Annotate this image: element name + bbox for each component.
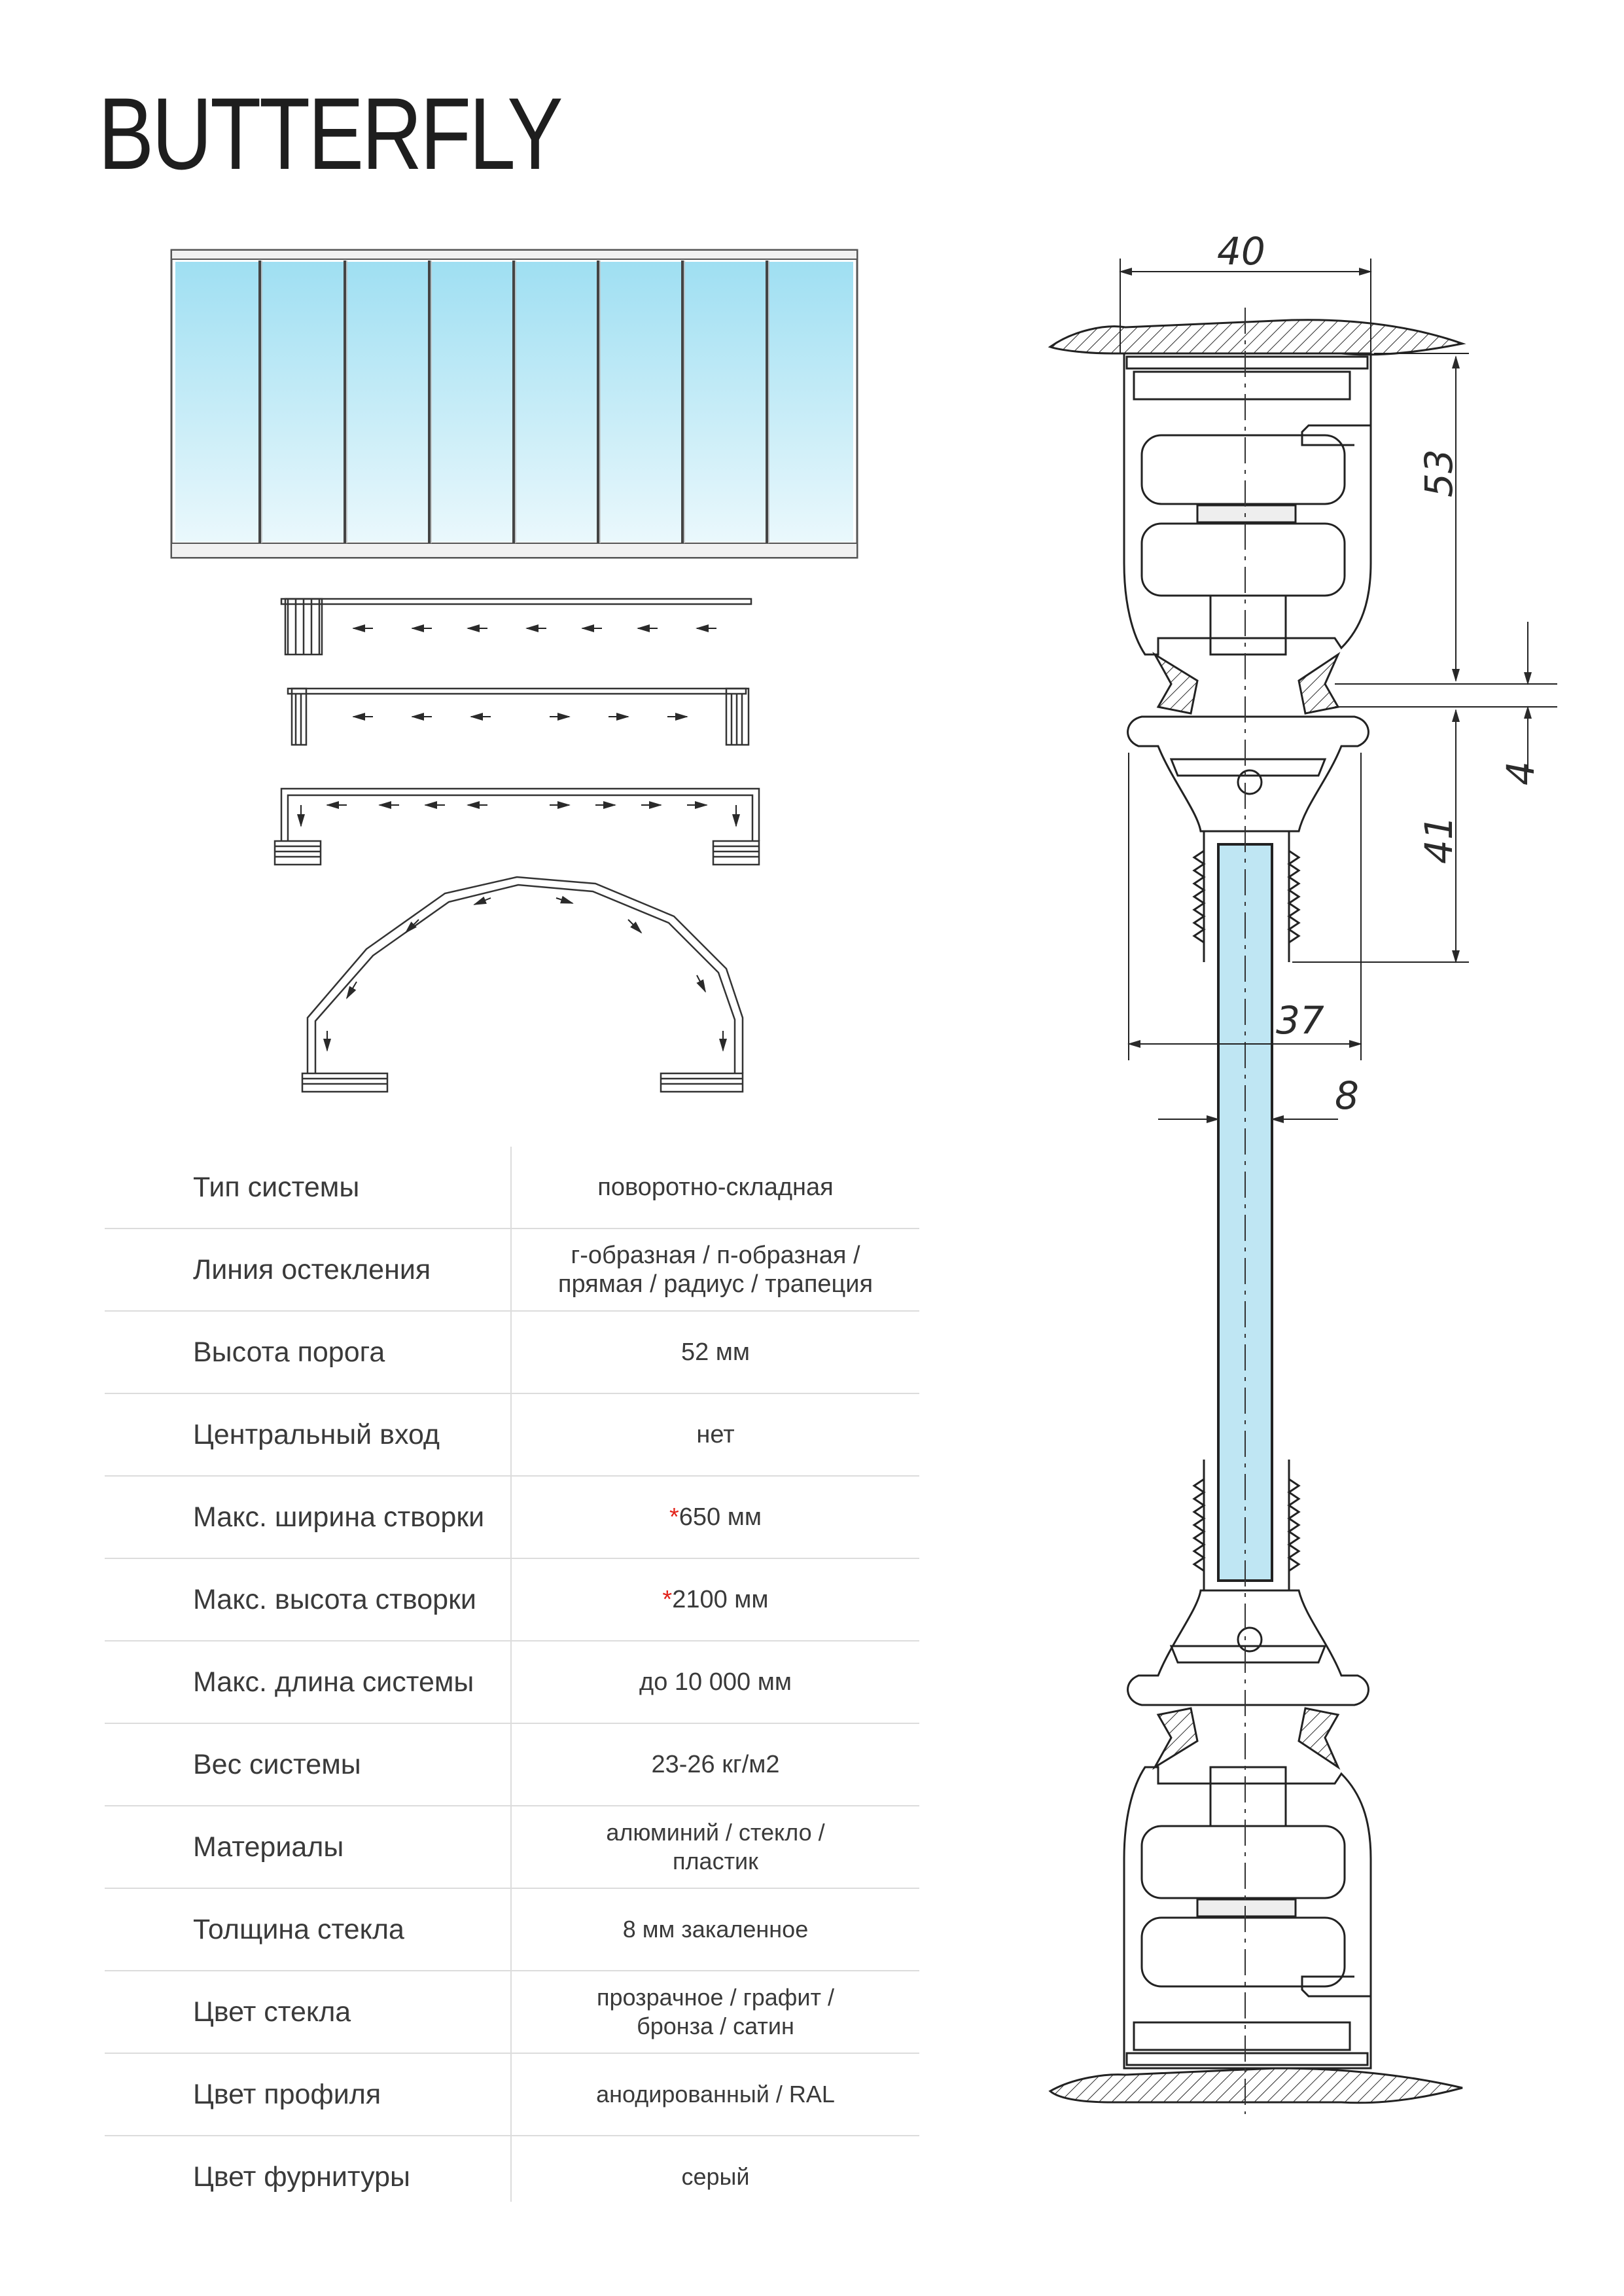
- spec-value-line: бронза / сатин: [637, 2013, 794, 2039]
- dim-37: 37: [1276, 998, 1324, 1043]
- plan-radius: [301, 876, 744, 1093]
- spec-value: серый: [681, 2163, 750, 2190]
- table-row: Высота порога 52 мм: [105, 1312, 919, 1394]
- spec-label: Толщина стекла: [193, 1913, 404, 1945]
- asterisk-mark: *: [669, 1503, 679, 1531]
- page-title: BUTTERFLY: [98, 77, 563, 191]
- spec-value: 8 мм закаленное: [622, 1916, 809, 1943]
- table-divider: [510, 1147, 512, 2202]
- plan-straight-split: [287, 687, 750, 746]
- plan-straight-left: [280, 598, 752, 656]
- table-row: Линия остекления г-образная / п-образная…: [105, 1229, 919, 1312]
- spec-value-text: 2100 мм: [672, 1586, 769, 1613]
- spec-value-line: пластик: [673, 1848, 758, 1874]
- spec-value-line: прямая / радиус / трапеция: [557, 1270, 874, 1298]
- table-row: Толщина стекла 8 мм закаленное: [105, 1889, 919, 1971]
- spec-label: Цвет фурнитуры: [193, 2161, 410, 2193]
- table-row: Макс. высота створки * 2100 мм: [105, 1559, 919, 1641]
- spec-value: прозрачное / графит / бронза / сатин: [512, 1971, 919, 2053]
- spec-label: Макс. ширина створки: [193, 1501, 485, 1533]
- table-row: Цвет профиля анодированный / RAL: [105, 2054, 919, 2136]
- floor-hatch: [1048, 2067, 1463, 2104]
- table-row: Материалы алюминий / стекло / пластик: [105, 1806, 919, 1889]
- dim-4: 4: [1498, 761, 1543, 785]
- spec-value-line: г-образная / п-образная /: [571, 1242, 860, 1269]
- spec-label: Тип системы: [193, 1171, 360, 1203]
- spec-label: Вес системы: [193, 1748, 361, 1780]
- spec-value: * 650 мм: [512, 1477, 919, 1558]
- plan-u-shape: [274, 787, 760, 866]
- table-row: Макс. ширина створки * 650 мм: [105, 1477, 919, 1559]
- spec-label: Центральный вход: [193, 1418, 440, 1450]
- specs-table: Тип системы поворотно-складная Линия ост…: [105, 1147, 919, 2217]
- spec-value: г-образная / п-образная / прямая / радиус…: [512, 1229, 919, 1310]
- spec-value-line: прозрачное / графит /: [597, 1984, 834, 2011]
- bottom-seal-right: [1297, 1707, 1341, 1770]
- top-seal-left: [1152, 651, 1199, 715]
- spec-value: * 2100 мм: [512, 1559, 919, 1640]
- spec-value: поворотно-складная: [597, 1174, 834, 1201]
- spec-value: до 10 000 мм: [639, 1668, 792, 1696]
- table-row: Макс. длина системы до 10 000 мм: [105, 1641, 919, 1724]
- asterisk-mark: *: [662, 1586, 673, 1613]
- spec-label: Линия остекления: [193, 1253, 431, 1285]
- spec-label: Цвет профиля: [193, 2078, 381, 2110]
- spec-value: 23-26 кг/м2: [651, 1751, 780, 1778]
- spec-value-text: 650 мм: [679, 1503, 762, 1531]
- spec-label: Цвет стекла: [193, 1996, 351, 2028]
- spec-label: Материалы: [193, 1831, 344, 1863]
- glass-panel: [1217, 843, 1273, 1582]
- table-row: Цвет фурнитуры серый: [105, 2136, 919, 2217]
- spec-value-line: алюминий / стекло /: [606, 1819, 825, 1846]
- bottom-profile: [1123, 1766, 1372, 2070]
- spec-label: Макс. высота створки: [193, 1583, 476, 1615]
- spec-label: Макс. длина системы: [193, 1666, 474, 1698]
- spec-label: Высота порога: [193, 1336, 385, 1368]
- glazing-front-view: [170, 249, 858, 559]
- table-row: Вес системы 23-26 кг/м2: [105, 1724, 919, 1806]
- table-row: Цвет стекла прозрачное / графит / бронза …: [105, 1971, 919, 2054]
- dim-53: 53: [1417, 449, 1461, 497]
- spec-value: алюминий / стекло / пластик: [512, 1806, 919, 1888]
- spec-value: 52 мм: [680, 1338, 750, 1366]
- table-row: Центральный вход нет: [105, 1394, 919, 1477]
- top-seal-right: [1297, 651, 1341, 715]
- spec-value: анодированный / RAL: [596, 2081, 835, 2108]
- top-sash: [1127, 715, 1369, 833]
- dim-41: 41: [1417, 816, 1461, 864]
- dim-8: 8: [1335, 1073, 1359, 1118]
- ceiling-hatch: [1048, 319, 1466, 356]
- bottom-seal-left: [1152, 1707, 1199, 1770]
- dim-40: 40: [1217, 229, 1265, 274]
- spec-value: нет: [696, 1421, 735, 1448]
- top-profile: [1123, 352, 1372, 656]
- bottom-sash: [1127, 1589, 1369, 1706]
- table-row: Тип системы поворотно-складная: [105, 1147, 919, 1229]
